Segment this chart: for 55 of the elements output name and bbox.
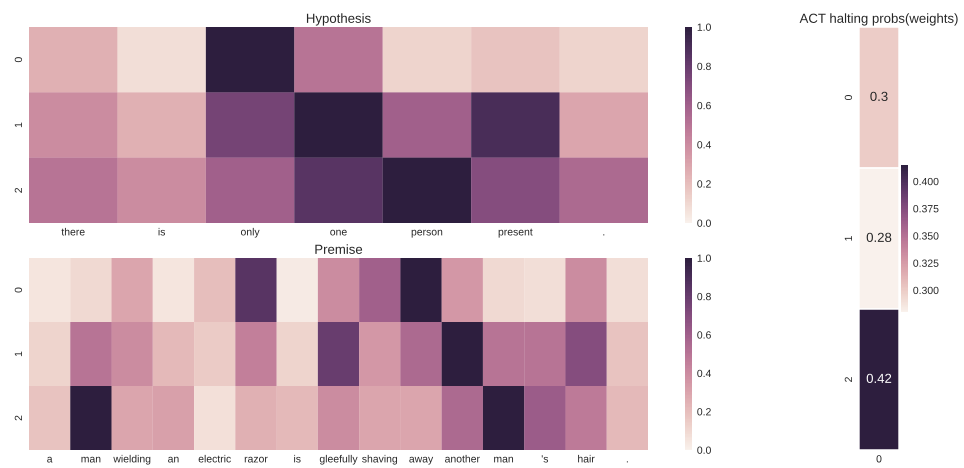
x-tick-label: man xyxy=(494,456,514,463)
chart-title: ACT halting probs(weights) xyxy=(800,13,958,26)
color-bar-label: 0.0 xyxy=(697,220,711,227)
x-tick-label: razor xyxy=(244,456,268,463)
color-bar-label: 0.8 xyxy=(697,62,711,70)
data-label: 0.28 xyxy=(866,232,892,242)
x-tick-label: wielding xyxy=(113,454,150,465)
y-tick-label: 1 xyxy=(14,352,22,356)
x-tick-label: away xyxy=(409,456,434,465)
color-bar-label: 0.2 xyxy=(697,408,711,416)
color-bar-label: 0.300 xyxy=(913,286,939,294)
x-tick-label: an xyxy=(168,456,179,463)
y-tick-label: 0 xyxy=(844,95,852,100)
chart-title: Premise xyxy=(315,244,362,254)
y-tick-label: 0 xyxy=(14,57,22,62)
color-bar-label: 0.6 xyxy=(697,331,711,339)
y-tick-label: 0 xyxy=(14,288,22,292)
chart-title: Hypothesis xyxy=(306,13,371,26)
color-bar-label: 0.4 xyxy=(697,141,712,148)
color-bar-label: 0.0 xyxy=(697,446,711,454)
color-bar-label: 0.375 xyxy=(913,205,938,212)
x-tick-label: . xyxy=(603,234,604,236)
x-tick-label: 0 xyxy=(876,455,882,463)
x-tick-label: electric xyxy=(198,454,231,463)
x-tick-label: one xyxy=(330,230,347,236)
color-bar-label: 0.2 xyxy=(697,180,711,188)
y-tick-label: 2 xyxy=(14,416,22,420)
x-tick-label: there xyxy=(62,228,85,236)
x-tick-label: gleefully xyxy=(320,454,358,465)
color-bar-label: 0.8 xyxy=(697,292,711,300)
color-bar-label: 1.0 xyxy=(698,254,711,262)
color-bar-label: 0.325 xyxy=(913,260,938,267)
data-label: 0.3 xyxy=(870,92,888,102)
x-tick-label: 's xyxy=(542,455,548,463)
color-bar-label: 0.350 xyxy=(913,232,939,240)
data-label: 0.42 xyxy=(866,374,892,384)
x-tick-label: only xyxy=(240,228,260,238)
x-tick-label: present xyxy=(498,228,533,238)
color-bar-label: 1.0 xyxy=(698,24,711,31)
x-tick-label: a xyxy=(47,456,53,463)
y-tick-label: 2 xyxy=(14,188,22,193)
color-bar-label: 0.400 xyxy=(913,178,939,186)
color-bar-label: 0.4 xyxy=(697,370,712,378)
y-tick-label: 2 xyxy=(844,377,852,382)
x-tick-label: another xyxy=(445,454,480,463)
x-tick-label: person xyxy=(412,230,442,238)
x-tick-label: is xyxy=(158,228,166,236)
x-tick-label: hair xyxy=(578,454,595,463)
x-tick-label: is xyxy=(294,454,301,463)
color-bar-label: 0.6 xyxy=(697,102,711,110)
x-tick-label: . xyxy=(626,461,628,462)
y-tick-label: 1 xyxy=(844,236,852,241)
x-tick-label: man xyxy=(81,456,100,463)
x-tick-label: shaving xyxy=(362,454,398,465)
y-tick-label: 1 xyxy=(14,122,22,128)
